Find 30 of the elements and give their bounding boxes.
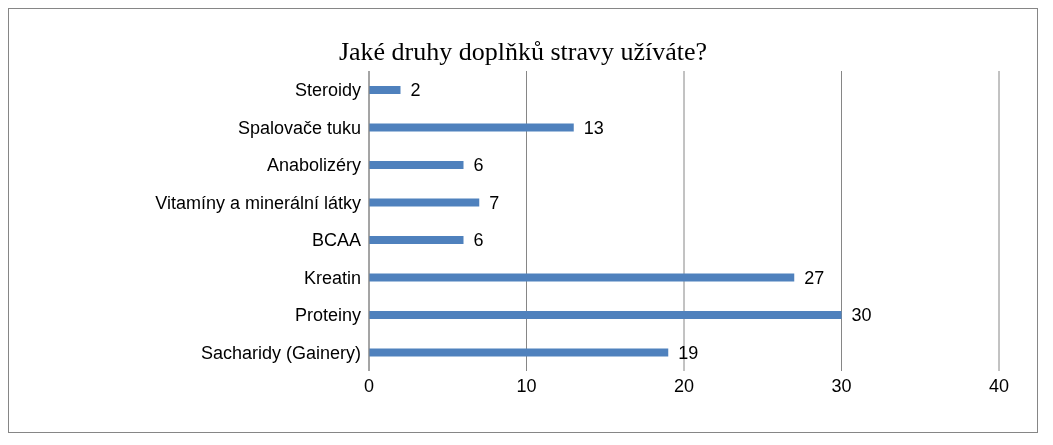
- data-label: 2: [410, 80, 421, 101]
- y-tick-label: Sacharidy (Gainery): [200, 342, 361, 363]
- x-tick-label: 30: [831, 375, 852, 396]
- bar: [369, 236, 464, 244]
- bar: [369, 273, 795, 282]
- data-label: 30: [851, 305, 872, 326]
- bar: [369, 348, 669, 357]
- data-label: 13: [583, 117, 604, 138]
- data-label: 6: [473, 230, 484, 251]
- x-tick-label: 0: [363, 375, 375, 396]
- data-label: 6: [473, 155, 484, 176]
- y-tick-label: Spalovače tuku: [237, 117, 361, 138]
- bar: [369, 123, 574, 132]
- y-tick-label: Steroidy: [294, 80, 361, 101]
- y-tick-label: Vitamíny a minerální látky: [155, 192, 361, 213]
- data-label: 19: [678, 342, 699, 363]
- y-tick-label: BCAA: [311, 230, 361, 251]
- y-tick-label: Kreatin: [303, 267, 361, 288]
- x-tick-label: 40: [988, 375, 1010, 396]
- chart-title: Jaké druhy doplňků stravy užíváte?: [337, 36, 709, 68]
- bar: [369, 198, 480, 207]
- bar: [369, 86, 401, 94]
- x-tick-label: 20: [673, 375, 695, 396]
- y-tick-label: Anabolizéry: [266, 155, 361, 176]
- bar: [369, 311, 842, 319]
- bar: [369, 161, 464, 169]
- data-label: 27: [804, 267, 825, 288]
- data-label: 7: [489, 192, 500, 213]
- y-tick-label: Proteiny: [294, 305, 361, 326]
- x-tick-label: 10: [516, 375, 537, 396]
